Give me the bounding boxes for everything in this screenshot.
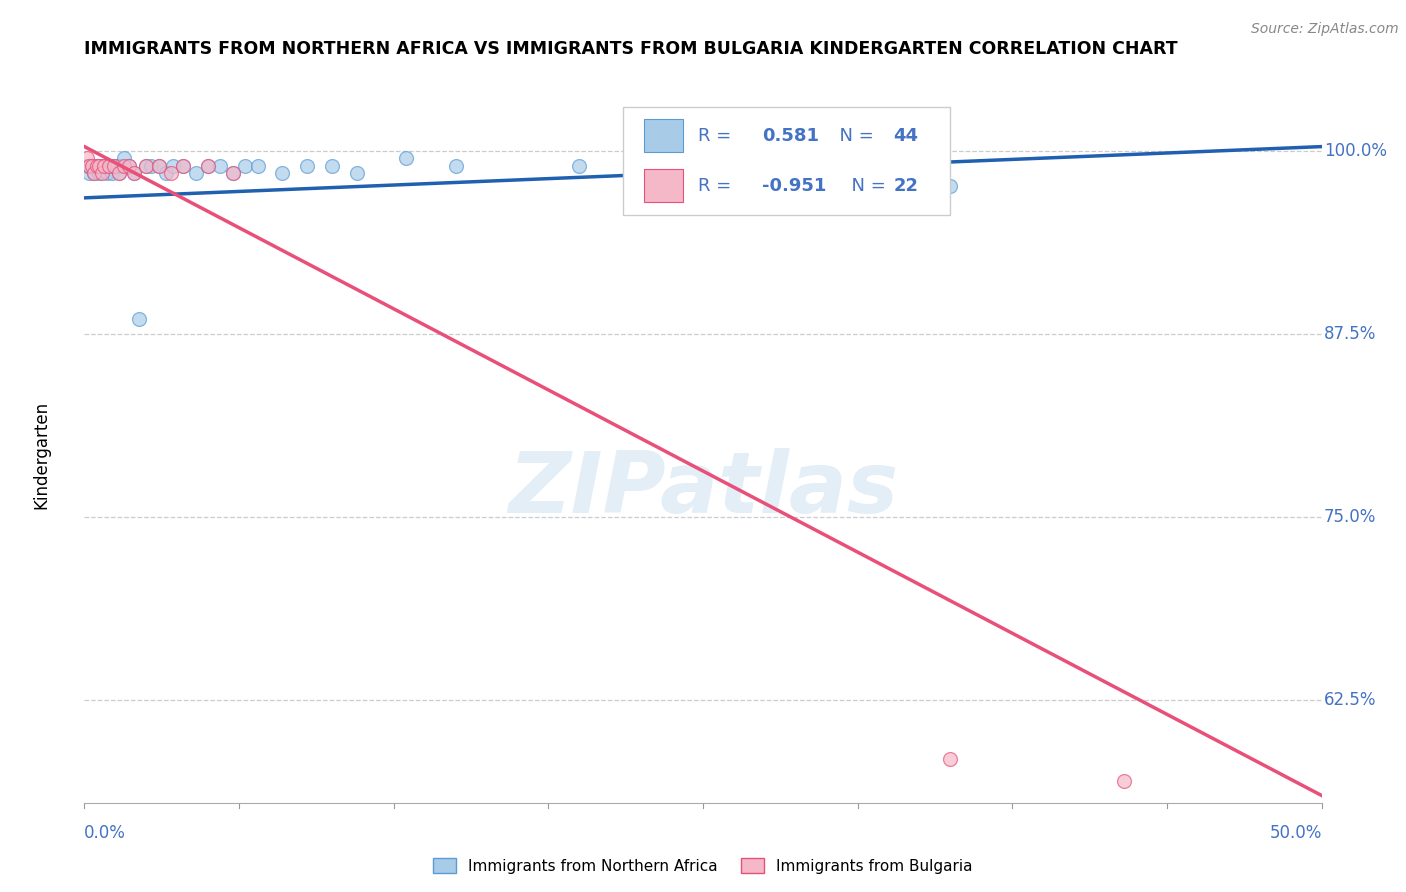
- Point: [128, 312, 150, 326]
- Point: [568, 159, 591, 173]
- Point: [346, 166, 368, 180]
- Point: [98, 159, 121, 173]
- Point: [197, 159, 219, 173]
- Point: [295, 159, 318, 173]
- Point: [112, 151, 135, 165]
- Text: 100.0%: 100.0%: [1324, 142, 1388, 160]
- Point: [162, 159, 184, 173]
- Point: [939, 179, 962, 194]
- Point: [90, 166, 112, 180]
- Text: 0.581: 0.581: [762, 127, 820, 145]
- Text: 44: 44: [894, 127, 918, 145]
- Point: [395, 151, 418, 165]
- Text: N =: N =: [841, 177, 891, 194]
- Point: [148, 159, 170, 173]
- Point: [80, 159, 103, 173]
- Text: -0.951: -0.951: [762, 177, 827, 194]
- Point: [80, 159, 103, 173]
- Point: [89, 159, 111, 173]
- Point: [79, 166, 101, 180]
- Point: [118, 159, 141, 173]
- Point: [79, 159, 101, 173]
- FancyBboxPatch shape: [623, 107, 950, 215]
- Point: [155, 166, 177, 180]
- Point: [233, 159, 256, 173]
- Text: N =: N =: [828, 127, 880, 145]
- Point: [108, 166, 131, 180]
- Text: 62.5%: 62.5%: [1324, 691, 1376, 709]
- Point: [197, 159, 219, 173]
- Text: R =: R =: [697, 177, 737, 194]
- Point: [321, 159, 343, 173]
- Point: [135, 159, 157, 173]
- Point: [118, 159, 141, 173]
- Point: [108, 166, 131, 180]
- Point: [83, 166, 105, 180]
- Point: [90, 159, 112, 173]
- Text: 75.0%: 75.0%: [1324, 508, 1376, 526]
- Point: [76, 151, 98, 165]
- Point: [122, 166, 145, 180]
- Point: [76, 159, 98, 173]
- Point: [1112, 773, 1135, 788]
- Text: Source: ZipAtlas.com: Source: ZipAtlas.com: [1251, 22, 1399, 37]
- Point: [103, 159, 125, 173]
- Point: [79, 159, 101, 173]
- Point: [939, 752, 962, 766]
- Text: ZIPatlas: ZIPatlas: [508, 448, 898, 532]
- Text: 0.0%: 0.0%: [84, 823, 127, 842]
- Point: [105, 159, 128, 173]
- Point: [103, 159, 125, 173]
- Point: [112, 159, 135, 173]
- Point: [83, 166, 105, 180]
- Point: [184, 166, 207, 180]
- Point: [86, 159, 108, 173]
- Point: [135, 159, 157, 173]
- Point: [160, 166, 183, 180]
- Point: [148, 159, 170, 173]
- Text: Kindergarten: Kindergarten: [32, 401, 51, 509]
- Point: [98, 159, 121, 173]
- Point: [122, 166, 145, 180]
- Point: [93, 159, 115, 173]
- Point: [100, 166, 122, 180]
- Point: [271, 166, 294, 180]
- Point: [222, 166, 245, 180]
- Text: 87.5%: 87.5%: [1324, 325, 1376, 343]
- Text: 50.0%: 50.0%: [1270, 823, 1322, 842]
- Point: [80, 159, 103, 173]
- Point: [815, 159, 838, 173]
- Point: [89, 166, 111, 180]
- Point: [172, 159, 194, 173]
- Text: IMMIGRANTS FROM NORTHERN AFRICA VS IMMIGRANTS FROM BULGARIA KINDERGARTEN CORRELA: IMMIGRANTS FROM NORTHERN AFRICA VS IMMIG…: [84, 40, 1178, 58]
- Point: [93, 159, 115, 173]
- Point: [98, 159, 121, 173]
- Point: [209, 159, 232, 173]
- Legend: Immigrants from Northern Africa, Immigrants from Bulgaria: Immigrants from Northern Africa, Immigra…: [427, 852, 979, 880]
- FancyBboxPatch shape: [644, 169, 683, 202]
- FancyBboxPatch shape: [644, 119, 683, 153]
- Point: [86, 159, 108, 173]
- Text: R =: R =: [697, 127, 737, 145]
- Point: [86, 159, 108, 173]
- Point: [172, 159, 194, 173]
- Point: [96, 166, 118, 180]
- Text: 22: 22: [894, 177, 918, 194]
- Point: [246, 159, 269, 173]
- Point: [444, 159, 467, 173]
- Point: [110, 159, 132, 173]
- Point: [222, 166, 245, 180]
- Point: [141, 159, 163, 173]
